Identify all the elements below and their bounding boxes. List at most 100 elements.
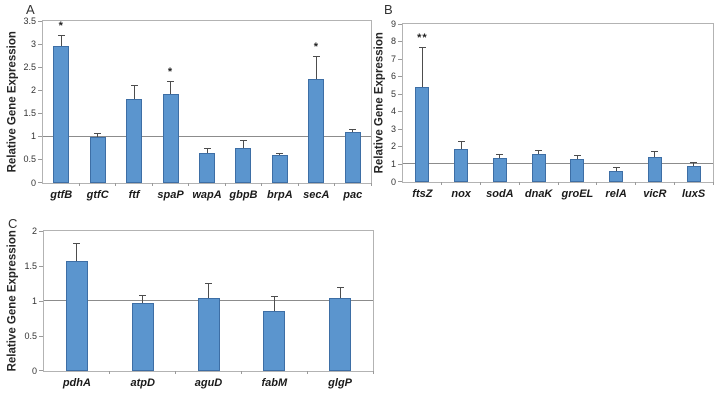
x-tick-label: sodA xyxy=(486,188,514,200)
plot-area-c: 0 0.5 1 1.5 2 pdhA atpD aguD fabM glgP xyxy=(24,226,374,389)
error-bar xyxy=(208,283,209,299)
significance-marker: * xyxy=(58,19,64,32)
x-tick-mark xyxy=(78,183,80,186)
plot-area-b: 0 1 2 3 4 5 6 7 8 9 ** ftsZ nox sodA dnaK groEL relA vicR… xyxy=(391,19,714,200)
bar-aguD xyxy=(197,298,220,371)
y-tick-mark xyxy=(38,89,42,91)
error-bar-cap xyxy=(94,133,102,135)
significance-marker: ** xyxy=(417,31,428,44)
bar-vicR xyxy=(647,156,662,182)
x-tick-mark xyxy=(441,182,443,185)
x-tick-mark xyxy=(635,182,636,185)
y-tick-label: 8 xyxy=(390,36,396,47)
error-bar xyxy=(499,154,501,159)
error-bar-cap xyxy=(73,242,81,244)
y-tick-label: 3.5 xyxy=(23,15,36,26)
error-bar-cap xyxy=(336,287,344,289)
y-tick-label: 2.5 xyxy=(23,61,36,72)
error-bar-cap xyxy=(651,151,659,153)
error-bar xyxy=(315,57,317,79)
x-tick-mark xyxy=(109,371,111,374)
x-tick-mark xyxy=(596,182,598,185)
x-tick-label: pac xyxy=(343,189,363,201)
x-tick-label: ftf xyxy=(128,189,140,201)
error-bar xyxy=(60,35,62,47)
y-tick-mark xyxy=(39,231,43,232)
error-bar-cap xyxy=(573,154,581,156)
y-tick-mark xyxy=(38,66,42,68)
y-tick-label: 7 xyxy=(390,53,396,64)
x-tick-label: gbpB xyxy=(229,189,258,201)
y-tick-mark xyxy=(39,300,43,302)
error-bar-cap xyxy=(349,129,357,131)
y-tick-mark xyxy=(398,128,402,130)
bar-ftsZ xyxy=(415,87,430,182)
error-bar-cap xyxy=(130,84,138,86)
y-tick-mark xyxy=(38,159,42,161)
y-tick-label: 6 xyxy=(390,71,396,82)
x-tick-label: glgP xyxy=(328,377,353,389)
panel-label-b: B xyxy=(384,2,393,17)
error-bar xyxy=(273,296,275,311)
bar-pac xyxy=(344,132,361,183)
y-tick-label: 1.5 xyxy=(23,108,36,119)
error-bar xyxy=(693,162,695,167)
x-tick-label: wapA xyxy=(192,189,222,201)
y-tick-mark xyxy=(39,370,43,371)
x-tick-label: relA xyxy=(605,188,627,200)
y-tick-mark xyxy=(398,76,402,78)
x-tick-mark xyxy=(372,371,374,374)
y-tick-mark xyxy=(38,43,42,45)
y-tick-label: 5 xyxy=(390,88,396,99)
y-tick-mark xyxy=(398,163,402,165)
x-tick-label: vicR xyxy=(643,188,667,200)
error-bar-cap xyxy=(457,140,465,142)
bar-atpD xyxy=(131,303,154,371)
x-tick-label: ftsZ xyxy=(412,188,433,200)
bar-ftf xyxy=(126,98,143,183)
x-tick-mark xyxy=(306,371,308,374)
x-tick-label: gtfC xyxy=(86,189,109,201)
bar-wapA xyxy=(199,152,215,183)
x-tick-label: dnaK xyxy=(524,188,553,200)
error-bar xyxy=(279,153,281,156)
y-tick-mark xyxy=(39,265,43,267)
x-tick-mark xyxy=(334,183,336,186)
x-tick-mark xyxy=(151,183,153,186)
x-tick-mark xyxy=(370,183,372,186)
x-tick-mark xyxy=(557,182,559,185)
y-tick-label: 3 xyxy=(30,38,36,49)
error-bar xyxy=(576,155,578,160)
error-bar-cap xyxy=(205,282,212,284)
error-bar xyxy=(615,168,617,172)
x-tick-mark xyxy=(480,182,481,185)
y-tick-label: 4 xyxy=(390,106,396,117)
x-tick-mark xyxy=(712,182,714,185)
y-tick-mark xyxy=(38,21,42,22)
bar-relA xyxy=(609,171,624,182)
x-tick-label: luxS xyxy=(682,188,706,200)
x-tick-label: secA xyxy=(303,189,330,201)
x-tick-label: gtfB xyxy=(50,189,73,201)
x-tick-label: atpD xyxy=(130,377,155,389)
x-tick-label: pdhA xyxy=(62,377,91,389)
y-tick-mark xyxy=(398,93,402,95)
y-axis-title-b: Relative Gene Expression xyxy=(373,32,386,174)
error-bar-cap xyxy=(496,153,504,155)
y-tick-label: 0.5 xyxy=(24,330,37,341)
error-bar-cap xyxy=(239,140,247,142)
bar-brpA xyxy=(271,155,288,183)
x-tick-label: nox xyxy=(451,188,471,200)
significance-marker: * xyxy=(313,41,319,54)
y-tick-mark xyxy=(398,24,402,25)
error-bar xyxy=(97,134,99,137)
bar-pdhA xyxy=(65,261,88,371)
panel-label-a: A xyxy=(26,2,35,17)
error-bar xyxy=(133,85,135,99)
bar-groEL xyxy=(570,159,585,182)
error-bar xyxy=(654,152,656,157)
bar-nox xyxy=(454,148,469,182)
plot-area-a: 0 0.5 1 1.5 2 2.5 3 3.5 * gtfB gtfC ftf * spaP wapA gbp… xyxy=(23,16,372,201)
error-bar xyxy=(242,141,244,148)
x-tick-mark xyxy=(673,182,675,185)
